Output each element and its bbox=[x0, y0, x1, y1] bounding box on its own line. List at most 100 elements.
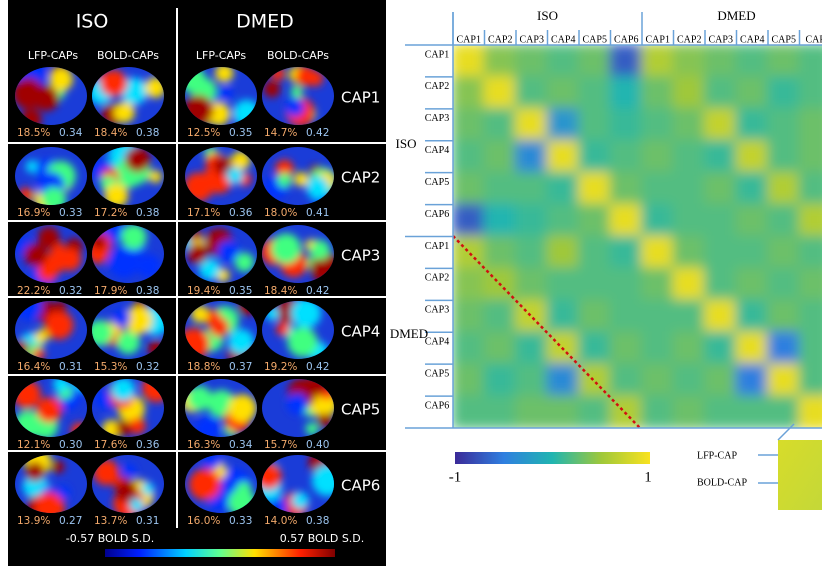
blob bbox=[45, 251, 67, 273]
column-label: CAP5 bbox=[583, 34, 607, 45]
blob bbox=[52, 461, 65, 474]
row-label: CAP1 bbox=[425, 241, 449, 252]
matrix-cell bbox=[515, 363, 549, 397]
score: 0.41 bbox=[306, 207, 329, 219]
matrix-cell bbox=[767, 140, 801, 174]
column-label: CAP3 bbox=[520, 34, 544, 45]
blob bbox=[291, 86, 303, 98]
matrix-cell bbox=[736, 395, 770, 429]
score: 0.35 bbox=[229, 285, 252, 297]
column-label: CAP6 bbox=[614, 34, 638, 45]
matrix-cell bbox=[610, 204, 644, 238]
column-label: CAP4 bbox=[551, 34, 575, 45]
percentage: 15.7% bbox=[264, 439, 297, 451]
row-label: CAP1 bbox=[425, 49, 449, 60]
matrix-cell bbox=[547, 363, 581, 397]
matrix-cell bbox=[515, 204, 549, 238]
matrix-cell bbox=[578, 236, 612, 270]
blob bbox=[219, 86, 233, 100]
score: 0.36 bbox=[229, 207, 253, 219]
column-label: CAP4 bbox=[740, 34, 764, 45]
row-label: CAP4 bbox=[425, 145, 449, 156]
colorbar bbox=[105, 549, 335, 557]
score: 0.36 bbox=[136, 439, 160, 451]
colorbar bbox=[455, 452, 650, 464]
matrix-cell bbox=[641, 76, 675, 110]
subheader: BOLD-CAPs bbox=[267, 49, 329, 62]
blob bbox=[57, 486, 70, 499]
matrix-cell bbox=[452, 299, 486, 333]
matrix-cell bbox=[767, 108, 801, 142]
score: 0.33 bbox=[229, 515, 252, 527]
row-label: CAP6 bbox=[341, 477, 380, 495]
row-label: CAP6 bbox=[425, 209, 449, 220]
matrix-cell bbox=[673, 108, 707, 142]
score: 0.40 bbox=[306, 439, 329, 451]
blob bbox=[111, 378, 135, 402]
matrix-cell bbox=[515, 395, 549, 429]
matrix-cell bbox=[767, 76, 801, 110]
score: 0.31 bbox=[59, 361, 82, 373]
matrix-cell bbox=[704, 267, 738, 301]
matrix-cell bbox=[704, 140, 738, 174]
score: 0.33 bbox=[59, 207, 82, 219]
blob bbox=[310, 240, 330, 260]
row-label: CAP5 bbox=[341, 401, 380, 419]
matrix-cell bbox=[515, 236, 549, 270]
matrix-cell bbox=[799, 172, 822, 206]
cap-maps-panel: ISO DMED LFP-CAPs BOLD-CAPs LFP-CAPs BOL… bbox=[8, 0, 386, 566]
matrix-cell bbox=[641, 140, 675, 174]
matrix-cell bbox=[704, 204, 738, 238]
matrix-cell bbox=[704, 395, 738, 429]
matrix-cell bbox=[452, 331, 486, 365]
percentage: 18.8% bbox=[187, 361, 220, 373]
matrix-cell bbox=[547, 108, 581, 142]
percentage: 15.3% bbox=[94, 361, 127, 373]
matrix-cell bbox=[578, 76, 612, 110]
percentage: 18.4% bbox=[264, 285, 297, 297]
colorbar-min: -1 bbox=[449, 469, 462, 485]
matrix-cell bbox=[641, 44, 675, 78]
column-label: CAP5 bbox=[772, 34, 796, 45]
blob bbox=[142, 483, 155, 496]
matrix-cell bbox=[515, 44, 549, 78]
score: 0.37 bbox=[229, 361, 252, 373]
score: 0.42 bbox=[306, 127, 329, 139]
matrix-cell bbox=[547, 76, 581, 110]
matrix-cell bbox=[610, 44, 644, 78]
row-label: CAP2 bbox=[425, 81, 449, 92]
blob bbox=[112, 309, 130, 327]
matrix-cell bbox=[515, 140, 549, 174]
matrix-cell bbox=[547, 267, 581, 301]
blob bbox=[129, 418, 145, 434]
matrix-cell bbox=[767, 363, 801, 397]
matrix-cell bbox=[610, 236, 644, 270]
matrix-cell bbox=[547, 299, 581, 333]
subheader: BOLD-CAPs bbox=[97, 49, 159, 62]
row-label: CAP6 bbox=[425, 400, 449, 411]
matrix-cell bbox=[799, 204, 822, 238]
matrix-cell bbox=[767, 172, 801, 206]
matrix-cell bbox=[641, 236, 675, 270]
matrix-cell bbox=[736, 140, 770, 174]
column-label: CAP bbox=[806, 34, 822, 45]
matrix-cell bbox=[736, 204, 770, 238]
matrix-cell bbox=[547, 204, 581, 238]
matrix-cell bbox=[578, 172, 612, 206]
matrix-cell bbox=[515, 331, 549, 365]
matrix-cell bbox=[704, 76, 738, 110]
matrix-cell bbox=[452, 172, 486, 206]
percentage: 16.4% bbox=[17, 361, 50, 373]
blob bbox=[114, 102, 135, 123]
score: 0.38 bbox=[136, 127, 159, 139]
percentage: 17.1% bbox=[187, 207, 220, 219]
blob bbox=[227, 167, 244, 184]
blob bbox=[116, 331, 140, 355]
matrix-cell bbox=[578, 267, 612, 301]
matrix-cell bbox=[799, 395, 822, 429]
matrix-cell bbox=[799, 236, 822, 270]
blob bbox=[287, 327, 317, 357]
matrix-cell bbox=[547, 236, 581, 270]
legend-label: BOLD-CAP bbox=[697, 477, 747, 488]
matrix-cell bbox=[767, 267, 801, 301]
